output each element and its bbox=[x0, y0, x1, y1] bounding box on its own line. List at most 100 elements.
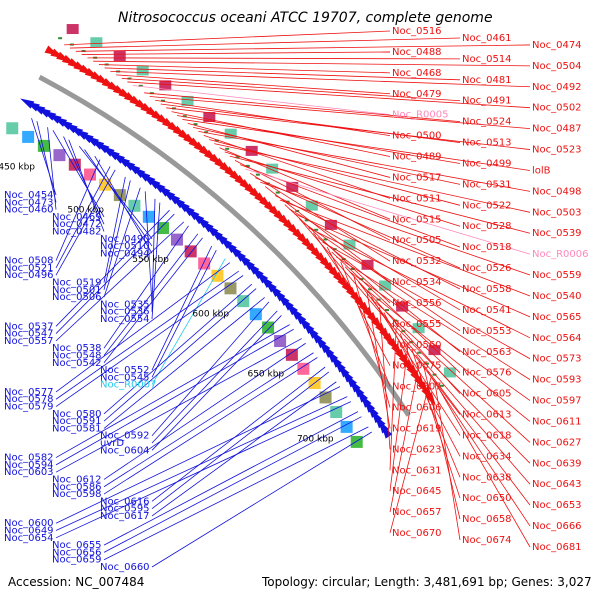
gene-label: Noc_0563 bbox=[462, 347, 512, 358]
orf-tick bbox=[350, 268, 355, 271]
leader-line bbox=[366, 291, 391, 429]
orf-tick bbox=[439, 384, 444, 387]
orf-tick bbox=[138, 84, 143, 87]
gene-label: Noc_0547 bbox=[4, 329, 54, 340]
gene-label: Noc_0517 bbox=[392, 172, 442, 183]
kbp-tick-label: 500 kbp bbox=[67, 206, 104, 216]
leader-line bbox=[81, 51, 391, 55]
gene-label: Noc_0532 bbox=[392, 256, 442, 267]
feature-block bbox=[84, 168, 97, 181]
gene-label: Noc_0559 bbox=[532, 270, 582, 281]
gene-label: Noc_0634 bbox=[462, 451, 512, 462]
leader-line bbox=[151, 249, 217, 378]
leader-line bbox=[166, 107, 531, 150]
gene-label: Noc_0605 bbox=[462, 389, 512, 400]
leader-line bbox=[214, 143, 531, 213]
leader-line bbox=[55, 209, 170, 327]
gene-label: Noc_0600 bbox=[4, 518, 54, 529]
gene-label: lolB bbox=[532, 165, 551, 176]
gene-label: Noc_0638 bbox=[462, 472, 512, 483]
leader-line bbox=[279, 199, 531, 297]
leader-line bbox=[289, 208, 461, 311]
gene-label: Noc_0489 bbox=[392, 152, 442, 163]
gene-label: Noc_0666 bbox=[532, 521, 582, 532]
gene-label: Noc_R0006 bbox=[532, 249, 589, 260]
feature-block bbox=[274, 335, 287, 348]
leader-line bbox=[349, 271, 531, 401]
gene-label: Noc_0481 bbox=[462, 75, 512, 86]
gene-label: Noc_0655 bbox=[52, 540, 102, 551]
gene-label: Noc_0573 bbox=[532, 354, 582, 365]
orf-tick bbox=[384, 309, 389, 312]
leader-line bbox=[110, 70, 531, 88]
gene-label: Noc_0523 bbox=[532, 145, 582, 156]
leader-line bbox=[31, 118, 57, 196]
leader-line bbox=[103, 180, 131, 290]
leader-line bbox=[103, 411, 359, 546]
kbp-tick-label: 600 kbp bbox=[192, 310, 229, 320]
leader-line bbox=[317, 237, 461, 353]
leader-line bbox=[55, 401, 352, 539]
kbp-tick-label: 700 kbp bbox=[297, 434, 334, 444]
feature-block bbox=[340, 420, 353, 433]
leader-line bbox=[68, 139, 105, 232]
leader-line bbox=[84, 149, 153, 247]
leader-line bbox=[415, 354, 531, 506]
gene-label: Noc_0631 bbox=[392, 465, 442, 476]
leader-line bbox=[224, 151, 461, 227]
leader-line bbox=[103, 283, 253, 415]
gene-label: Noc_0556 bbox=[392, 298, 442, 309]
leader-line bbox=[127, 81, 531, 109]
gene-label: Noc_0565 bbox=[532, 312, 582, 323]
leader-line bbox=[75, 44, 531, 52]
leader-line bbox=[94, 155, 153, 254]
gene-label: Noc_0674 bbox=[462, 535, 512, 546]
leader-line bbox=[322, 241, 531, 360]
gene-label: Noc_0581 bbox=[52, 423, 102, 434]
kbp-tick-label: 650 kbp bbox=[247, 370, 284, 380]
gene-label: Noc_0575 bbox=[392, 361, 442, 372]
gene-label: Noc_0617 bbox=[100, 511, 150, 522]
orf-tick bbox=[359, 278, 364, 281]
leader-line bbox=[155, 99, 391, 136]
gene-label: Noc_0643 bbox=[532, 479, 582, 490]
feature-block bbox=[90, 37, 103, 48]
map-title: Nitrosococcus oceani ATCC 19707, complet… bbox=[118, 10, 493, 26]
leader-line bbox=[55, 275, 244, 407]
gene-label: Noc_0496 bbox=[4, 270, 54, 281]
gene-label: Noc_0582 bbox=[4, 453, 54, 464]
orf-tick bbox=[58, 37, 63, 40]
gene-label: Noc_0618 bbox=[462, 430, 512, 441]
leader-line bbox=[55, 396, 348, 531]
gene-label: Noc_0576 bbox=[462, 368, 512, 379]
gene-label: Noc_0538 bbox=[52, 343, 102, 354]
leader-line bbox=[98, 64, 391, 74]
orf-tick bbox=[275, 191, 280, 194]
gene-label: Noc_0591 bbox=[52, 416, 102, 427]
gene-label: Noc_0537 bbox=[4, 321, 54, 332]
leader-line bbox=[370, 296, 461, 436]
leader-line bbox=[362, 286, 531, 422]
gene-label: Noc_0498 bbox=[532, 186, 582, 197]
gene-label: Noc_0670 bbox=[392, 528, 442, 539]
gene-label: Noc_0580 bbox=[52, 409, 102, 420]
leader-line bbox=[78, 145, 153, 240]
leader-line bbox=[55, 324, 290, 458]
leader-line bbox=[151, 431, 372, 568]
orf-tick bbox=[193, 123, 198, 126]
leader-line bbox=[260, 181, 531, 276]
leader-line bbox=[103, 176, 126, 283]
gene-label: Noc_0564 bbox=[532, 333, 582, 344]
feature-block bbox=[224, 128, 237, 139]
feature-block bbox=[305, 200, 318, 211]
feature-block bbox=[350, 435, 363, 448]
gene-label: Noc_0522 bbox=[462, 200, 512, 211]
gene-label: Noc_0482 bbox=[52, 226, 102, 237]
feature-block bbox=[286, 181, 299, 192]
label-layer: 450 kbp 500 kbp 550 kbp 600 kbp 650 kbp 700 k… bbox=[0, 26, 589, 573]
leader-line bbox=[438, 387, 531, 548]
leader-line bbox=[103, 233, 199, 356]
feature-block bbox=[249, 308, 262, 321]
leader-line bbox=[389, 328, 397, 471]
